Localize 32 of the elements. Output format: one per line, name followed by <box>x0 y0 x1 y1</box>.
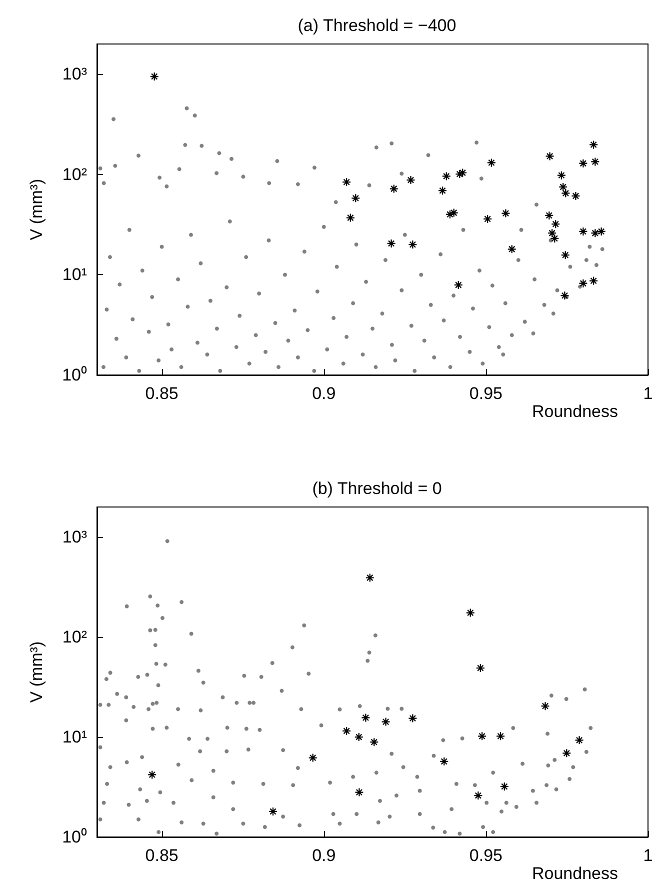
point <box>546 152 554 160</box>
y-tick-label: 10¹ <box>62 265 88 284</box>
x-axis-title: Roundness <box>532 864 618 883</box>
x-tick-label: 1 <box>643 846 653 865</box>
point <box>148 770 156 779</box>
y-tick-label: 10³ <box>62 528 88 547</box>
x-tick-label: 0.95 <box>469 384 502 403</box>
point <box>408 714 417 722</box>
point <box>560 292 569 300</box>
x-tick-label: 0.85 <box>145 384 178 403</box>
y-tick-label: 10⁰ <box>62 366 87 384</box>
point <box>346 214 354 222</box>
x-tick-label: 0.9 <box>312 846 336 865</box>
x-tick-label: 1 <box>643 384 653 403</box>
chart-title: (b) Threshold = 0 <box>312 479 442 498</box>
y-axis-title: V (mm³) <box>27 178 46 240</box>
point <box>502 209 510 218</box>
y-tick-label: 10² <box>62 164 88 184</box>
point <box>362 714 370 722</box>
chart-title: (a) Threshold = −400 <box>298 16 456 35</box>
y-tick-label: 10¹ <box>62 728 88 747</box>
x-tick-label: 0.85 <box>145 846 178 865</box>
y-axis-title: V (mm³) <box>27 641 46 703</box>
x-axis-title: Roundness <box>532 402 618 421</box>
point <box>355 788 364 796</box>
point <box>406 176 415 184</box>
point <box>382 718 390 726</box>
y-tick-label: 10³ <box>62 64 88 84</box>
y-tick-label: 10² <box>62 628 88 647</box>
y-tick-label: 10⁰ <box>62 828 87 846</box>
x-tick-label: 0.95 <box>469 846 502 865</box>
x-tick-label: 0.9 <box>312 384 336 403</box>
